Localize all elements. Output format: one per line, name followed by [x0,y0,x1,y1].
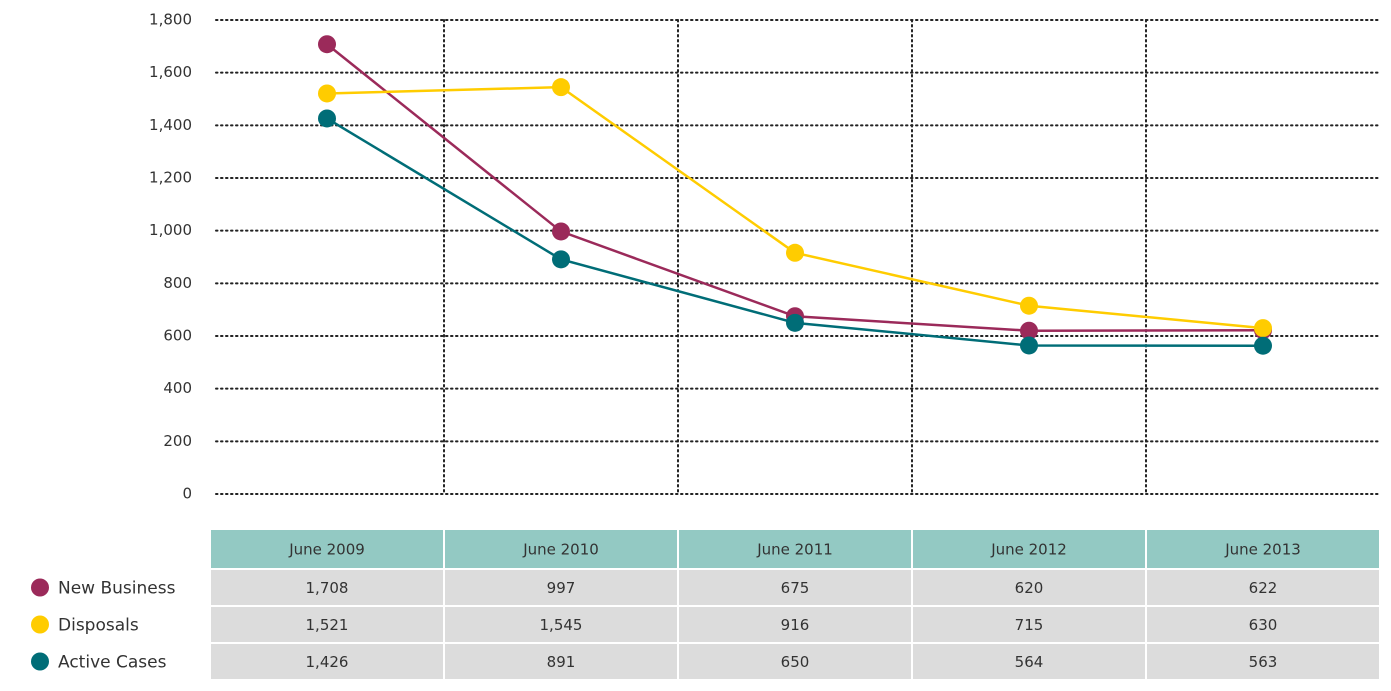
data-point [786,243,804,262]
table-value: 650 [781,653,810,671]
data-point [552,78,570,97]
y-tick-label: 0 [182,485,192,503]
table-value: 1,521 [306,616,349,634]
table-value: 916 [781,616,810,634]
data-point [552,250,570,269]
legend-label: Active Cases [58,653,167,673]
table-header-label: June 2013 [1224,541,1301,559]
table-cell [913,644,1145,679]
table-value: 620 [1015,579,1044,597]
table-value: 715 [1015,616,1044,634]
y-tick-label: 600 [163,327,192,345]
data-point [318,84,336,103]
legend-label: Disposals [58,616,139,636]
data-point [1254,319,1272,338]
y-tick-label: 1,600 [149,63,192,81]
y-tick-label: 1,400 [149,116,192,134]
data-point [1020,336,1038,355]
table-cell [679,644,911,679]
series-line [326,43,1264,332]
table-cell [1147,607,1379,642]
y-tick-label: 1,200 [149,169,192,187]
table-header-label: June 2010 [522,541,599,559]
table-cell [679,570,911,605]
table-header-cell [445,530,677,568]
data-point [1020,321,1038,340]
y-tick-label: 200 [163,432,192,450]
table-value: 622 [1249,579,1278,597]
y-tick-label: 1,000 [149,221,192,239]
y-tick-label: 400 [163,379,192,397]
table-value: 1,426 [306,653,349,671]
table-value: 1,545 [540,616,583,634]
table-cell [445,570,677,605]
data-point [552,222,570,241]
table-header-cell [679,530,911,568]
table-value: 997 [547,579,576,597]
data-point [1254,336,1272,355]
table-cell [211,570,443,605]
table-cell [1147,644,1379,679]
data-point [1020,296,1038,315]
table-value: 630 [1249,616,1278,634]
y-tick-label: 1,800 [149,11,192,29]
table-cell [913,607,1145,642]
table-value: 675 [781,579,810,597]
legend-marker [31,578,49,597]
legend-marker [31,615,49,634]
table-value: 891 [547,653,576,671]
table-value: 563 [1249,653,1278,671]
table-cell [445,607,677,642]
data-point [318,35,336,54]
series-line [326,85,1264,330]
data-point [318,109,336,128]
table-header-label: June 2009 [288,541,365,559]
table-header-label: June 2012 [990,541,1067,559]
table-cell [445,644,677,679]
table-cell [679,607,911,642]
table-header-cell [913,530,1145,568]
table-cell [913,570,1145,605]
y-tick-label: 800 [163,274,192,292]
table-header-cell [211,530,443,568]
table-value: 1,708 [306,579,349,597]
legend-marker [31,652,49,671]
data-point [786,313,804,332]
table-cell [211,644,443,679]
table-value: 564 [1015,653,1044,671]
table-header-label: June 2011 [756,541,833,559]
table-header-cell [1147,530,1379,568]
legend-label: New Business [58,579,176,599]
table-cell [211,607,443,642]
table-cell [1147,570,1379,605]
